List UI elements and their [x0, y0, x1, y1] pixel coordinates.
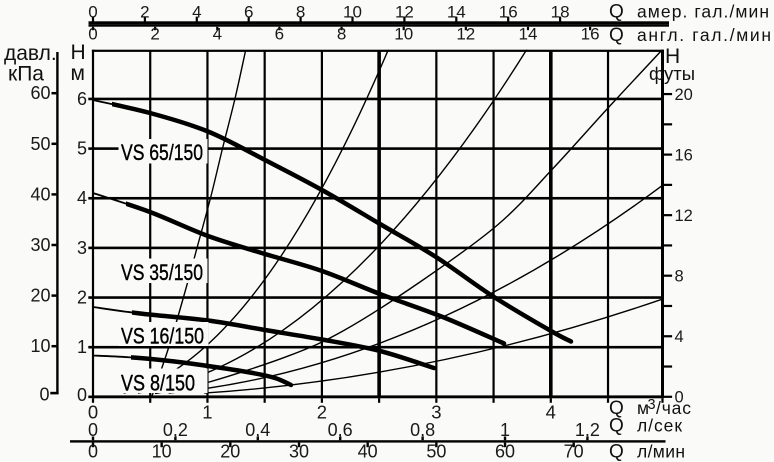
svg-text:10: 10 — [394, 25, 413, 44]
svg-text:20: 20 — [220, 441, 240, 461]
svg-text:30: 30 — [289, 441, 309, 461]
svg-text:20: 20 — [675, 86, 693, 104]
svg-text:6: 6 — [77, 89, 87, 109]
svg-text:2: 2 — [150, 25, 159, 44]
svg-text:12: 12 — [675, 207, 693, 225]
svg-text:4: 4 — [213, 25, 222, 44]
svg-text:давл.: давл. — [4, 42, 57, 65]
svg-text:Q: Q — [609, 398, 624, 419]
svg-text:6: 6 — [275, 25, 284, 44]
svg-text:70: 70 — [564, 441, 584, 461]
svg-text:1,2: 1,2 — [575, 420, 600, 440]
svg-text:14: 14 — [519, 25, 538, 44]
svg-text:10: 10 — [152, 441, 172, 461]
svg-text:3: 3 — [77, 238, 87, 258]
svg-text:1: 1 — [77, 337, 87, 357]
svg-text:Н: Н — [665, 45, 680, 68]
svg-text:6: 6 — [244, 3, 253, 22]
svg-text:16: 16 — [581, 25, 600, 44]
svg-text:л/сек: л/сек — [637, 416, 682, 436]
svg-text:4: 4 — [675, 328, 684, 346]
svg-text:14: 14 — [447, 3, 466, 22]
svg-text:футы: футы — [649, 63, 695, 84]
svg-text:VS 35/150: VS 35/150 — [121, 260, 203, 285]
svg-text:18: 18 — [551, 3, 570, 22]
svg-text:0: 0 — [88, 3, 97, 22]
svg-text:0: 0 — [77, 385, 87, 405]
svg-text:Н: Н — [71, 41, 86, 64]
svg-text:Q: Q — [609, 2, 624, 23]
svg-text:0: 0 — [88, 420, 98, 440]
svg-text:VS 65/150: VS 65/150 — [121, 140, 203, 165]
svg-text:3: 3 — [648, 397, 656, 413]
svg-text:0,4: 0,4 — [245, 420, 270, 440]
svg-text:4: 4 — [77, 188, 87, 208]
svg-text:4: 4 — [546, 402, 556, 423]
svg-text:1: 1 — [202, 402, 212, 423]
svg-text:16: 16 — [675, 146, 693, 164]
svg-text:0: 0 — [675, 389, 684, 407]
svg-text:2: 2 — [140, 3, 149, 22]
svg-text:50: 50 — [426, 441, 446, 461]
svg-text:60: 60 — [30, 83, 50, 103]
svg-text:/час: /час — [656, 398, 691, 418]
svg-text:VS 8/150: VS 8/150 — [121, 370, 195, 395]
svg-text:5: 5 — [77, 139, 87, 159]
svg-text:0,6: 0,6 — [328, 420, 353, 440]
svg-text:Q: Q — [609, 25, 624, 46]
svg-text:м: м — [71, 62, 85, 85]
svg-text:кПа: кПа — [8, 63, 44, 86]
svg-text:л/мин: л/мин — [637, 442, 685, 462]
svg-text:60: 60 — [495, 441, 515, 461]
svg-text:м: м — [637, 398, 649, 418]
svg-text:англ. гал./мин: англ. гал./мин — [637, 25, 771, 45]
svg-text:2: 2 — [317, 402, 327, 423]
svg-text:1: 1 — [500, 420, 510, 440]
svg-text:8: 8 — [337, 25, 346, 44]
svg-text:8: 8 — [296, 3, 305, 22]
svg-text:12: 12 — [456, 25, 475, 44]
svg-text:0: 0 — [39, 385, 49, 405]
svg-text:10: 10 — [30, 336, 50, 356]
svg-text:3: 3 — [431, 402, 441, 423]
svg-text:8: 8 — [675, 267, 684, 285]
svg-text:50: 50 — [30, 134, 50, 154]
svg-text:VS 16/150: VS 16/150 — [121, 324, 204, 349]
svg-text:0,8: 0,8 — [410, 420, 435, 440]
svg-text:0: 0 — [88, 441, 98, 461]
svg-text:4: 4 — [192, 3, 201, 22]
svg-text:амер. гал./мин: амер. гал./мин — [637, 2, 769, 22]
svg-text:10: 10 — [343, 3, 362, 22]
svg-text:0: 0 — [88, 25, 97, 44]
svg-text:12: 12 — [395, 3, 414, 22]
svg-text:16: 16 — [499, 3, 518, 22]
svg-text:0: 0 — [88, 402, 98, 423]
svg-text:30: 30 — [30, 235, 50, 255]
svg-text:40: 40 — [358, 441, 378, 461]
svg-text:Q: Q — [609, 442, 624, 462]
svg-text:2: 2 — [77, 288, 87, 308]
svg-text:40: 40 — [30, 184, 50, 204]
svg-text:20: 20 — [30, 286, 50, 306]
svg-text:0,2: 0,2 — [163, 420, 188, 440]
svg-text:Q: Q — [609, 416, 624, 437]
